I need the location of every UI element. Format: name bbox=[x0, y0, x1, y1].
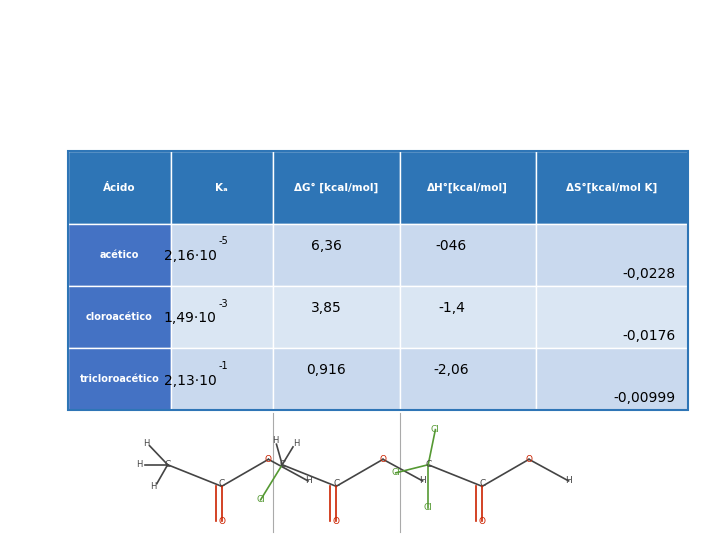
Text: H: H bbox=[272, 436, 278, 445]
Text: ΔG° [kcal/mol]: ΔG° [kcal/mol] bbox=[294, 183, 378, 193]
Text: O: O bbox=[265, 455, 272, 464]
Bar bbox=[400, 224, 536, 286]
Text: -5: -5 bbox=[219, 237, 228, 246]
Text: H: H bbox=[143, 438, 149, 448]
Text: -3: -3 bbox=[219, 299, 228, 308]
Text: C: C bbox=[219, 479, 225, 488]
Text: tricloroacético: tricloroacético bbox=[80, 374, 159, 384]
Bar bbox=[273, 286, 400, 348]
Bar bbox=[68, 151, 688, 410]
Bar bbox=[400, 348, 536, 410]
Text: C: C bbox=[425, 460, 431, 469]
Text: C: C bbox=[333, 479, 339, 488]
Bar bbox=[536, 224, 688, 286]
Bar bbox=[68, 348, 171, 410]
Text: -0,0176: -0,0176 bbox=[622, 329, 675, 343]
Text: Cl: Cl bbox=[392, 468, 400, 477]
Bar bbox=[536, 151, 688, 224]
Text: 1,49·10: 1,49·10 bbox=[163, 312, 217, 326]
Bar bbox=[171, 151, 273, 224]
Bar bbox=[536, 348, 688, 410]
Text: H: H bbox=[150, 482, 156, 491]
Bar bbox=[273, 348, 400, 410]
Text: O: O bbox=[218, 517, 225, 526]
Bar bbox=[171, 348, 273, 410]
Text: ΔS°[kcal/mol K]: ΔS°[kcal/mol K] bbox=[566, 183, 657, 193]
Text: -2,06: -2,06 bbox=[433, 363, 469, 377]
Text: -046: -046 bbox=[436, 239, 467, 253]
Text: Cl: Cl bbox=[424, 503, 433, 512]
Bar bbox=[171, 224, 273, 286]
Text: -0,00999: -0,00999 bbox=[613, 391, 675, 405]
Text: Cl: Cl bbox=[256, 495, 265, 504]
Text: H: H bbox=[135, 460, 142, 469]
Bar bbox=[68, 286, 171, 348]
Bar bbox=[400, 286, 536, 348]
Text: Cl: Cl bbox=[431, 425, 440, 434]
Bar bbox=[68, 224, 171, 286]
Text: H: H bbox=[565, 476, 572, 485]
Text: 6,36: 6,36 bbox=[310, 239, 341, 253]
Bar bbox=[68, 151, 171, 224]
Text: H: H bbox=[419, 476, 426, 485]
Text: C: C bbox=[279, 460, 285, 469]
Bar bbox=[400, 151, 536, 224]
Text: -1,4: -1,4 bbox=[438, 301, 465, 315]
Text: -0,0228: -0,0228 bbox=[622, 267, 675, 281]
Text: 0,916: 0,916 bbox=[306, 363, 346, 377]
Text: cloroacético: cloroacético bbox=[86, 312, 153, 322]
Text: -1: -1 bbox=[219, 361, 228, 370]
Text: C: C bbox=[165, 460, 171, 469]
Text: O: O bbox=[526, 455, 533, 464]
Text: O: O bbox=[379, 455, 387, 464]
Text: Ácido: Ácido bbox=[103, 183, 136, 193]
Bar bbox=[273, 224, 400, 286]
Text: acético: acético bbox=[100, 250, 139, 260]
Text: Kₐ: Kₐ bbox=[215, 183, 228, 193]
Bar bbox=[273, 151, 400, 224]
Bar bbox=[536, 286, 688, 348]
Text: 2,13·10: 2,13·10 bbox=[163, 374, 217, 388]
Text: C: C bbox=[479, 479, 485, 488]
Text: H: H bbox=[305, 476, 312, 485]
Text: O: O bbox=[479, 517, 486, 526]
Text: 3,85: 3,85 bbox=[310, 301, 341, 315]
Bar bbox=[171, 286, 273, 348]
Text: ΔH°[kcal/mol]: ΔH°[kcal/mol] bbox=[428, 183, 508, 193]
Text: H: H bbox=[294, 438, 300, 448]
Text: 2,16·10: 2,16·10 bbox=[163, 249, 217, 264]
Text: O: O bbox=[333, 517, 340, 526]
